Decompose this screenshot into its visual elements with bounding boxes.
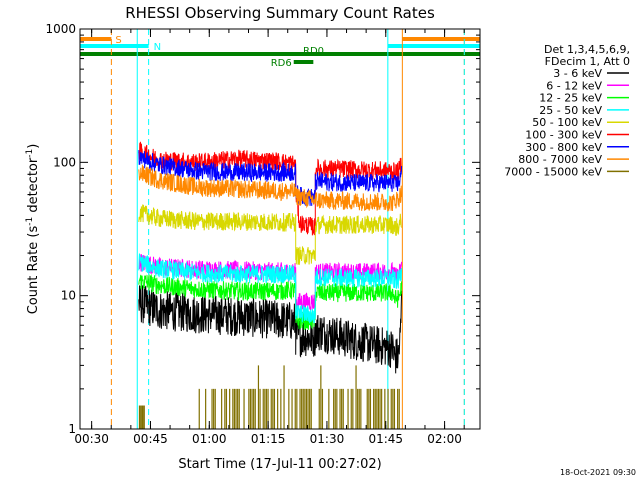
legend-header-line: Det 1,3,4,5,6,9, — [544, 43, 630, 56]
flag-label-n: N — [154, 42, 161, 53]
legend-label-6-12-kev: 6 - 12 keV — [546, 79, 602, 92]
flag-label-rd6: RD6 — [271, 58, 292, 69]
x-axis-label: Start Time (17-Jul-11 00:27:02) — [178, 457, 381, 472]
legend-label-3-6-kev: 3 - 6 keV — [553, 67, 602, 80]
series-line-800-7000-kev — [138, 164, 403, 212]
legend-label-50-100-kev: 50 - 100 keV — [532, 116, 602, 129]
series-line-50-100-kev — [138, 204, 403, 266]
x-tick-label: 01:00 — [192, 432, 227, 446]
x-tick-label: 01:45 — [368, 432, 403, 446]
legend-label-7000-15000-kev: 7000 - 15000 keV — [504, 165, 602, 178]
flag-label-s: S — [115, 35, 121, 46]
x-tick-label: 00:30 — [74, 432, 109, 446]
y-tick-label: 100 — [53, 155, 76, 169]
legend-label-12-25-kev: 12 - 25 keV — [539, 92, 602, 105]
series-line-100-300-kev — [138, 141, 403, 236]
series-line-300-800-kev — [138, 150, 403, 206]
x-tick-label: 01:30 — [310, 432, 345, 446]
chart-title: RHESSI Observing Summary Count Rates — [125, 4, 435, 22]
legend-label-300-800-kev: 300 - 800 keV — [525, 141, 602, 154]
legend: Det 1,3,4,5,6,9,FDecim 1, Att 03 - 6 keV… — [504, 43, 630, 178]
flag-label-rd0: RD0 — [303, 46, 324, 57]
y-tick-label: 1000 — [45, 22, 76, 36]
y-tick-label: 1 — [68, 422, 76, 436]
y-axis-label: Count Rate (s-1 detector-1) — [25, 144, 41, 315]
legend-label-800-7000-kev: 800 - 7000 keV — [518, 153, 602, 166]
legend-label-25-50-kev: 25 - 50 keV — [539, 104, 602, 117]
plot-frame — [79, 28, 481, 430]
legend-header-line: FDecim 1, Att 0 — [545, 55, 630, 68]
legend-label-100-300-kev: 100 - 300 keV — [525, 129, 602, 142]
x-tick-label: 00:45 — [133, 432, 168, 446]
x-tick-label: 01:15 — [251, 432, 286, 446]
footer-timestamp: 18-Oct-2021 09:30 — [560, 468, 636, 477]
series-line-25-50-kev — [138, 253, 403, 324]
series-line-12-25-kev — [138, 273, 403, 330]
y-tick-label: 10 — [61, 289, 76, 303]
series-line-3-6-kev — [138, 285, 403, 374]
x-tick-label: 02:00 — [427, 432, 462, 446]
